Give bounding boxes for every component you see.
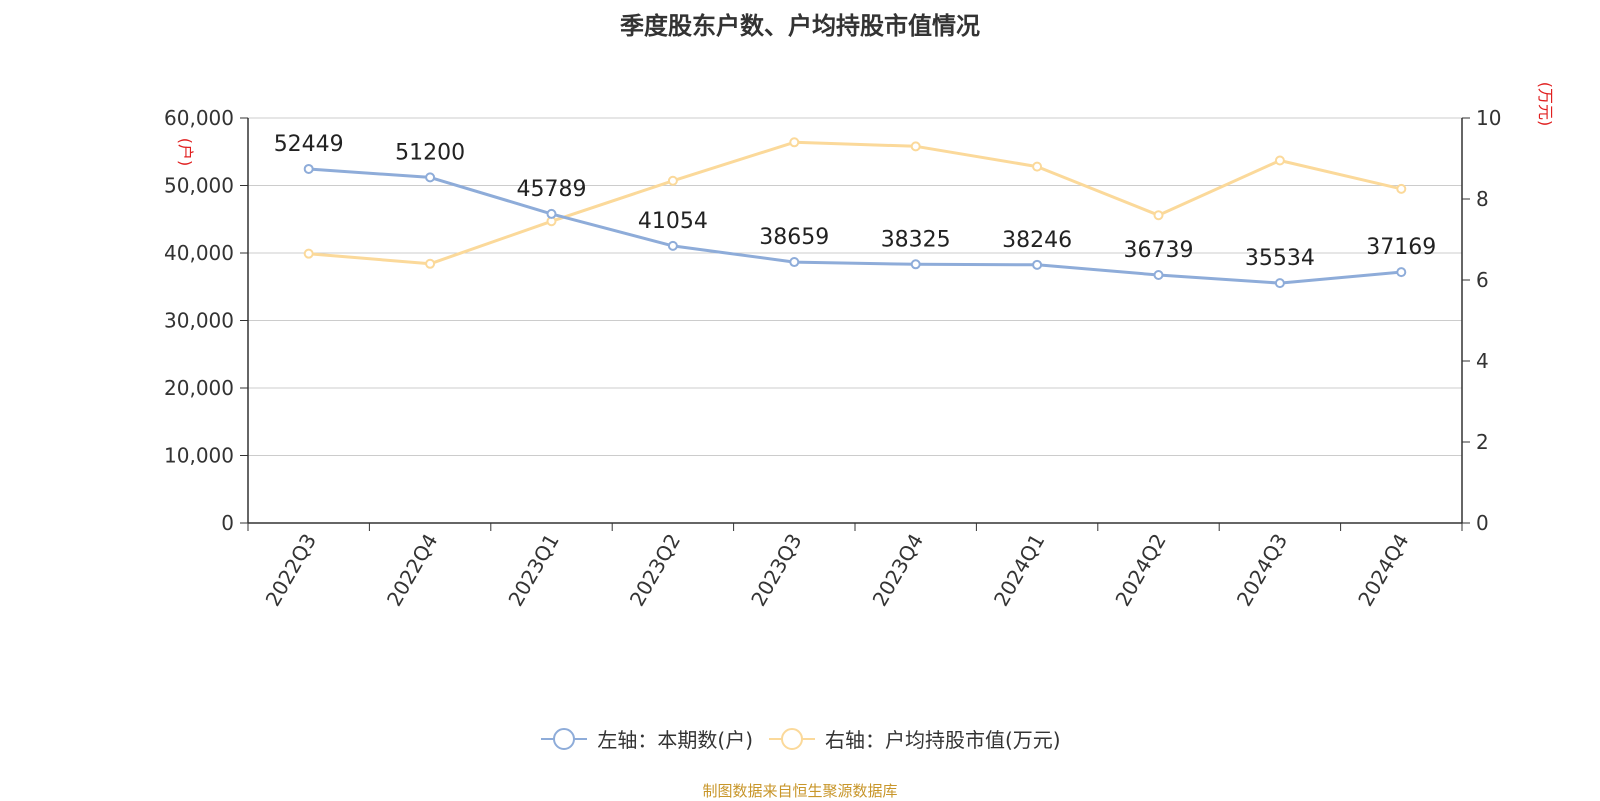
data-label: 35534: [1245, 246, 1315, 271]
data-point-left: [1032, 259, 1043, 270]
data-point-left: [425, 172, 436, 183]
x-tick-label: 2023Q3: [746, 530, 806, 611]
data-point-left: [667, 240, 678, 251]
data-point-right: [1032, 161, 1043, 172]
x-tick-label: 2024Q2: [1110, 530, 1170, 611]
y-left-tick-label: 40,000: [164, 241, 234, 265]
data-point-left: [1396, 267, 1407, 278]
y-right-tick-label: 2: [1476, 430, 1489, 454]
legend-item-left-series[interactable]: 左轴：本期数(户): [539, 724, 753, 753]
legend-marker-left-icon: [541, 727, 588, 750]
series-line-left: [308, 167, 1402, 285]
series-line-right: [308, 140, 1402, 266]
data-label: 52449: [274, 132, 344, 157]
data-point-left: [1274, 278, 1285, 289]
data-label: 38246: [1002, 228, 1072, 253]
data-point-left: [910, 259, 921, 270]
y-left-tick-label: 20,000: [164, 376, 234, 400]
y-left-tick-label: 50,000: [164, 174, 234, 198]
legend-item-right-series[interactable]: 右轴：户均持股市值(万元): [767, 724, 1061, 753]
data-point-right: [425, 258, 436, 269]
data-label: 38659: [759, 225, 829, 250]
x-tick-label: 2024Q1: [989, 530, 1049, 611]
source-note: 制图数据来自恒生聚源数据库: [702, 782, 898, 800]
y-left-tick-label: 10,000: [164, 444, 234, 468]
data-label: 51200: [395, 140, 465, 165]
data-point-right: [303, 248, 314, 259]
y-right-axis-label: (万元): [1536, 82, 1555, 127]
data-label: 37169: [1366, 235, 1436, 260]
data-point-left: [1153, 270, 1164, 281]
series-lines: [303, 137, 1407, 289]
data-label: 41054: [638, 209, 708, 234]
x-tick-label: 2022Q4: [382, 530, 442, 611]
grid-lines: [248, 117, 1462, 456]
data-point-right: [667, 175, 678, 186]
data-label: 36739: [1124, 238, 1194, 263]
x-tick-label: 2023Q4: [868, 530, 928, 611]
x-tick-label: 2023Q2: [625, 530, 685, 611]
y-right-tick-label: 6: [1476, 268, 1489, 292]
data-labels: 52449 51200 45789 41054 38659 38325 38246 36739…: [274, 132, 1437, 271]
chart-title: 季度股东户数、户均持股市值情况: [620, 12, 980, 40]
axes: 0 10,000 20,000 30,000 40,000 50,000 60,000 0 2 4…: [164, 82, 1555, 610]
data-point-right: [1153, 210, 1164, 221]
y-left-tick-label: 60,000: [164, 106, 234, 130]
y-right-tick-label: 4: [1476, 349, 1489, 373]
data-point-right: [1396, 183, 1407, 194]
data-point-left: [303, 163, 314, 174]
y-left-axis-label: (户): [176, 138, 195, 167]
data-label: 38325: [881, 227, 951, 252]
y-right-tick-label: 8: [1476, 187, 1489, 211]
x-tick-label: 2024Q3: [1232, 530, 1292, 611]
x-tick-label: 2024Q4: [1353, 530, 1413, 611]
x-tick-label: 2022Q3: [261, 530, 321, 611]
x-tick-label: 2023Q1: [503, 530, 563, 611]
data-label: 45789: [517, 177, 587, 202]
data-point-right: [910, 141, 921, 152]
legend: 左轴：本期数(户) 右轴：户均持股市值(万元): [0, 724, 1600, 753]
line-chart: 0 10,000 20,000 30,000 40,000 50,000 60,000 0 2 4…: [164, 82, 1555, 610]
legend-marker-right-icon: [769, 727, 815, 750]
legend-label-right: 右轴：户均持股市值(万元): [825, 728, 1061, 752]
legend-label-left: 左轴：本期数(户): [597, 728, 753, 752]
data-point-right: [1274, 155, 1285, 166]
data-point-left: [546, 208, 557, 219]
y-left-tick-label: 30,000: [164, 309, 234, 333]
data-point-left: [789, 257, 800, 268]
y-left-tick-label: 0: [221, 511, 234, 535]
data-point-right: [789, 137, 800, 148]
y-right-tick-label: 10: [1476, 106, 1501, 130]
y-right-tick-label: 0: [1476, 511, 1489, 535]
